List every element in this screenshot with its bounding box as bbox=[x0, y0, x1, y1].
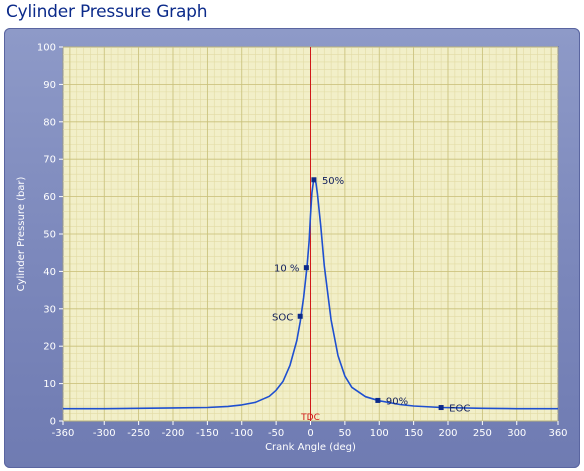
y-tick-label: 40 bbox=[43, 267, 56, 278]
x-tick-label: -360 bbox=[52, 428, 75, 439]
tdc-reference: TDC bbox=[300, 47, 320, 423]
marker-layer: SOC 10 % 50% 90% EOC bbox=[272, 176, 470, 415]
marker-eoc bbox=[438, 405, 444, 411]
x-tick-label: -150 bbox=[196, 428, 219, 439]
x-tick-label: -50 bbox=[268, 428, 284, 439]
y-axis-ticks: 0 10 20 30 40 50 60 70 80 90 100 bbox=[37, 43, 63, 428]
y-tick-label: 100 bbox=[37, 43, 56, 54]
y-tick-label: 80 bbox=[43, 117, 56, 128]
marker-90 bbox=[375, 397, 381, 403]
x-axis-label: Crank Angle (deg) bbox=[265, 442, 356, 453]
y-tick-label: 0 bbox=[50, 417, 56, 428]
x-tick-label: 150 bbox=[404, 428, 423, 439]
y-tick-label: 70 bbox=[43, 155, 56, 166]
y-tick-label: 90 bbox=[43, 80, 56, 91]
x-tick-label: 50 bbox=[339, 428, 352, 439]
y-tick-label: 50 bbox=[43, 230, 56, 241]
x-tick-label: 300 bbox=[507, 428, 526, 439]
y-tick-label: 20 bbox=[43, 342, 56, 353]
marker-label: EOC bbox=[449, 404, 470, 415]
x-tick-label: 200 bbox=[438, 428, 457, 439]
x-tick-label: -200 bbox=[162, 428, 185, 439]
marker-label: 50% bbox=[322, 176, 344, 187]
marker-soc bbox=[297, 313, 303, 319]
x-axis-ticks: -360 -300 -250 -200 -150 -100 -50 0 50 100 150 200 2… bbox=[52, 421, 568, 439]
x-tick-label: 0 bbox=[307, 428, 313, 439]
y-tick-label: 30 bbox=[43, 304, 56, 315]
x-tick-label: 250 bbox=[473, 428, 492, 439]
x-tick-label: -250 bbox=[127, 428, 150, 439]
x-tick-label: 100 bbox=[370, 428, 389, 439]
y-axis-label: Cylinder Pressure (bar) bbox=[16, 176, 27, 291]
marker-50 bbox=[311, 177, 317, 183]
marker-label: 90% bbox=[386, 396, 408, 407]
x-tick-label: -300 bbox=[93, 428, 116, 439]
x-tick-label: -100 bbox=[230, 428, 253, 439]
y-tick-label: 10 bbox=[43, 379, 56, 390]
marker-label: 10 % bbox=[274, 264, 299, 275]
pressure-chart: TDC SOC 10 % 50% 90% EOC -360 -300 -250 -200 -15… bbox=[16, 43, 568, 454]
x-tick-label: 360 bbox=[548, 428, 567, 439]
graph-panel: TDC SOC 10 % 50% 90% EOC -360 -300 -250 -200 -15… bbox=[4, 28, 580, 468]
y-tick-label: 60 bbox=[43, 192, 56, 203]
marker-label: SOC bbox=[272, 312, 293, 323]
page-title: Cylinder Pressure Graph bbox=[6, 2, 208, 22]
tdc-label: TDC bbox=[300, 413, 320, 423]
marker-10 bbox=[303, 265, 309, 271]
